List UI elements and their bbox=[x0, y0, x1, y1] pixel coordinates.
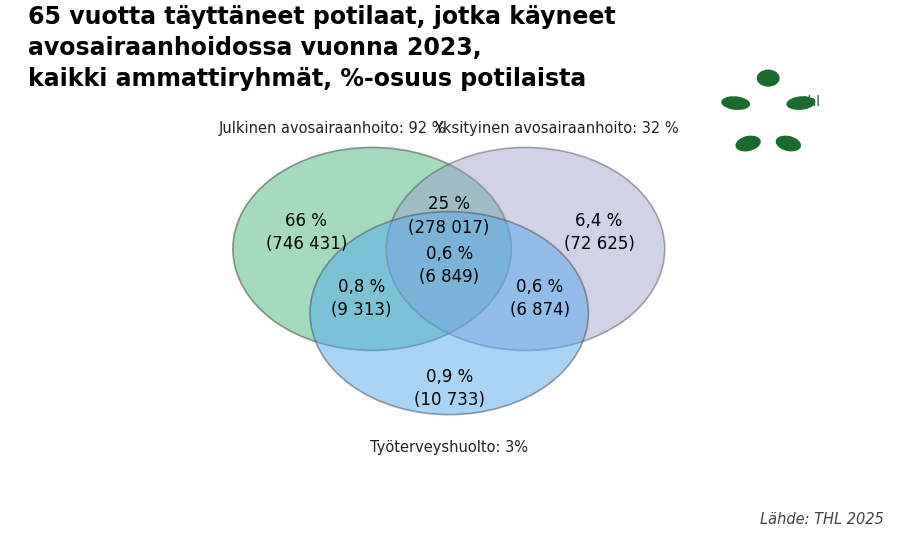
Text: Yksityinen avosairaanhoito: 32 %: Yksityinen avosairaanhoito: 32 % bbox=[434, 121, 679, 136]
Text: thl: thl bbox=[802, 95, 821, 109]
Text: 0,8 %
(9 313): 0,8 % (9 313) bbox=[332, 278, 391, 320]
Text: Julkinen avosairaanhoito: 92 %: Julkinen avosairaanhoito: 92 % bbox=[219, 121, 447, 136]
Text: 0,9 %
(10 733): 0,9 % (10 733) bbox=[414, 367, 484, 409]
Ellipse shape bbox=[757, 69, 780, 87]
Text: 0,6 %
(6 874): 0,6 % (6 874) bbox=[509, 278, 570, 320]
Ellipse shape bbox=[387, 147, 665, 350]
Ellipse shape bbox=[787, 96, 815, 110]
Text: Lähde: THL 2025: Lähde: THL 2025 bbox=[761, 512, 884, 527]
Ellipse shape bbox=[736, 136, 761, 152]
Text: Työterveyshuolto: 3%: Työterveyshuolto: 3% bbox=[370, 440, 528, 455]
Ellipse shape bbox=[721, 96, 750, 110]
Text: 66 %
(746 431): 66 % (746 431) bbox=[266, 211, 347, 253]
Ellipse shape bbox=[233, 147, 511, 350]
Text: 25 %
(278 017): 25 % (278 017) bbox=[409, 195, 490, 237]
Text: 0,6 %
(6 849): 0,6 % (6 849) bbox=[419, 245, 479, 286]
Ellipse shape bbox=[310, 211, 589, 415]
Ellipse shape bbox=[775, 136, 801, 152]
Text: 6,4 %
(72 625): 6,4 % (72 625) bbox=[564, 211, 635, 253]
Text: 65 vuotta täyttäneet potilaat, jotka käyneet
avosairaanhoidossa vuonna 2023,
kai: 65 vuotta täyttäneet potilaat, jotka käy… bbox=[28, 5, 615, 91]
